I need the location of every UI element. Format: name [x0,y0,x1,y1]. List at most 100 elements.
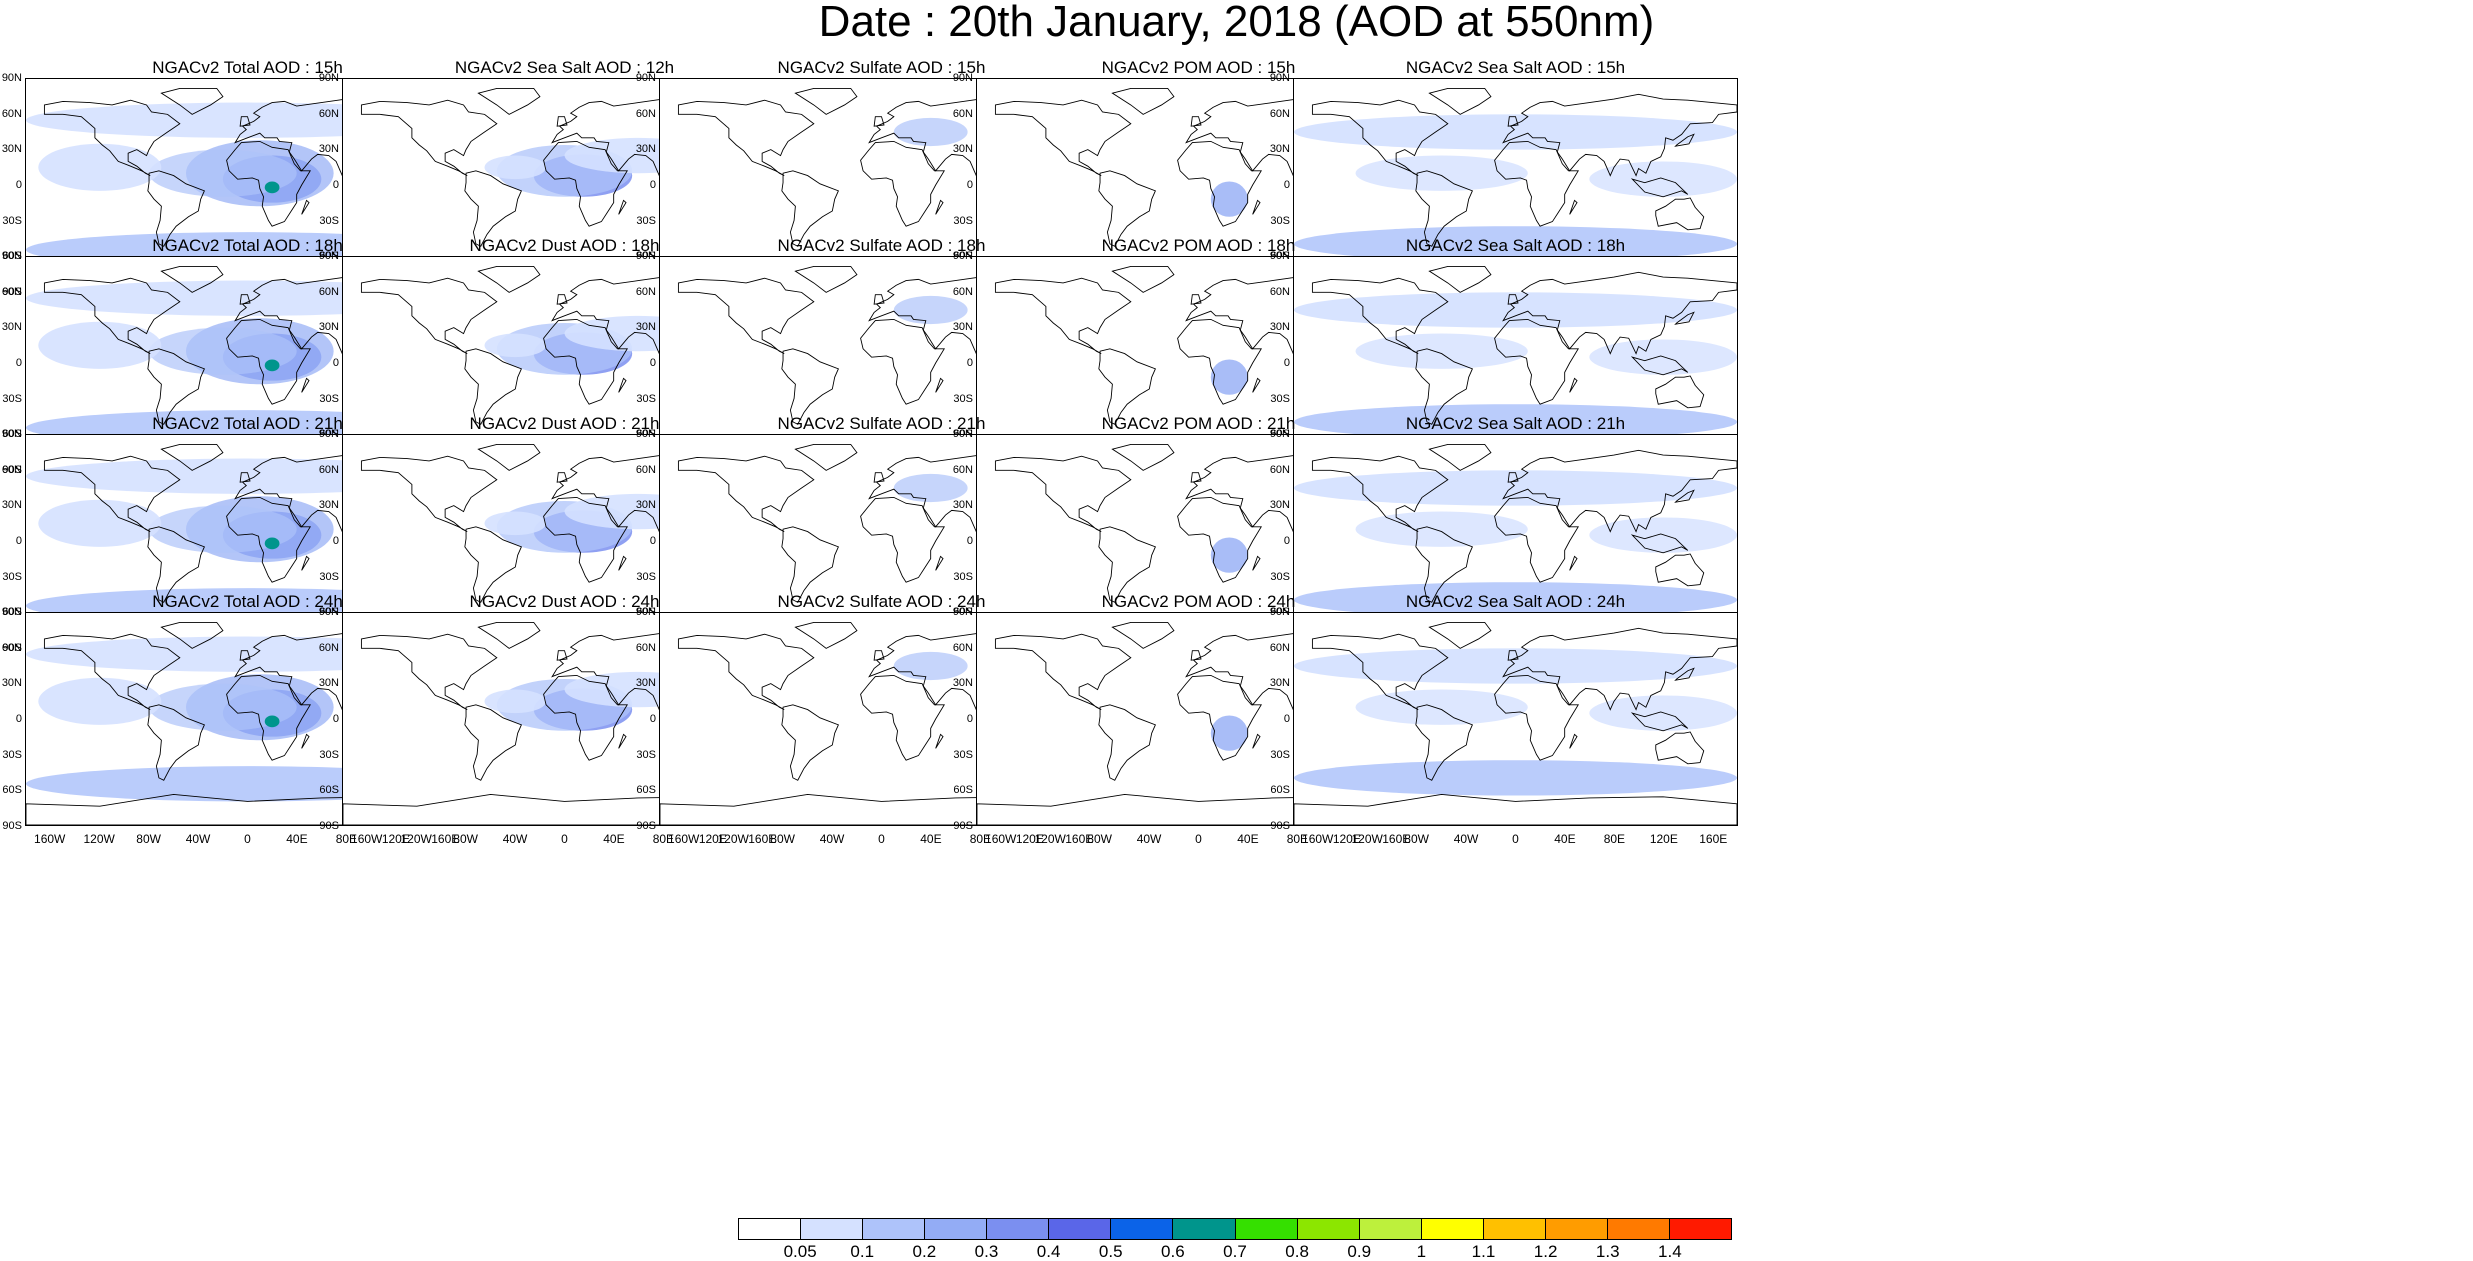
latitude-tick-label: 30S [319,392,339,405]
coastline [226,496,312,583]
coastline [543,496,629,583]
coastline [794,265,858,293]
latitude-tick-label: 0 [15,713,22,725]
coastline [239,472,251,483]
latitude-tick-label: 90N [1,72,22,84]
latitude-tick-label: 0 [966,179,973,191]
coastline [1494,674,1580,761]
coastline [239,650,251,661]
latitude-tick-label: 0 [966,713,973,725]
latitude-tick-label: 90N [1,250,22,262]
coastline [1674,667,1695,681]
colorbar-swatch [801,1219,864,1239]
latitude-tick-label: 30S [319,748,339,761]
longitude-tick-label: 40W [1136,832,1162,846]
panel-title: NGACv2 Total AOD : 21h [152,414,343,433]
latitude-tick-label: 30S [636,392,656,405]
latitude-tick-label: 90N [318,606,339,618]
latitude-tick-label: 60N [1269,285,1290,298]
longitude-tick-label: 40E [1554,832,1576,846]
coastline [301,733,310,749]
coastline [781,170,839,247]
latitude-tick-label: 90N [1,606,22,618]
coastline [1098,704,1156,781]
latitude-tick-label: 90N [635,72,656,84]
latitude-tick-label: 30N [1,321,22,334]
coastline [239,294,251,305]
latitude-tick-label: 0 [649,179,656,191]
coastline [1428,443,1492,471]
latitude-tick-label: 30N [1269,499,1290,512]
colorbar-swatch [739,1219,802,1239]
panel-title: NGACv2 Sulfate AOD : 18h [777,236,986,255]
coastline [1098,348,1156,425]
coastline [1502,271,1737,355]
latitude-tick-label: 30S [2,392,22,405]
coastline [781,704,839,781]
coastline [860,140,946,227]
colorbar-label: 1 [1416,1242,1427,1261]
panel-title: NGACv2 Dust AOD : 21h [469,414,660,433]
latitude-tick-label: 30N [952,677,973,690]
coastline [160,87,224,115]
aod-field [264,359,280,372]
latitude-tick-label: 90S [953,820,973,832]
latitude-tick-label: 30N [1269,143,1290,156]
latitude-tick-label: 90S [636,820,656,832]
colorbar-swatch [1483,1219,1546,1239]
latitude-tick-label: 0 [332,535,339,547]
aod-field [1355,511,1528,547]
panel-title: NGACv2 Dust AOD : 24h [469,592,660,611]
latitude-tick-label: 90N [635,606,656,618]
latitude-tick-label: 60N [1,107,22,120]
colorbar-swatch [1421,1219,1484,1239]
longitude-tick-label: 80E [335,832,358,846]
coastline [477,87,541,115]
coastline [618,733,627,749]
colorbar [738,1218,1732,1240]
coastline [147,704,205,781]
aod-field [1294,648,1737,684]
longitude-tick-label: 80W [136,832,161,846]
panel-title: NGACv2 Sea Salt AOD : 24h [1405,592,1626,611]
coastline [226,674,312,761]
latitude-tick-label: 60S [1270,784,1290,797]
colorbar-swatch [1235,1219,1298,1239]
latitude-tick-label: 0 [332,713,339,725]
latitude-axis: 90N 60N 30N 0 30S 60S 90S [1268,606,1290,832]
coastline [860,496,946,583]
coastline [1294,793,1737,825]
longitude-tick-label: 80E [969,832,992,846]
coastline [1630,177,1689,198]
latitude-tick-label: 0 [966,535,973,547]
coastline [1098,170,1156,247]
aod-field [38,321,162,369]
coastline [160,443,224,471]
coastline [1311,277,1449,354]
coastline [935,377,944,393]
colorbar-label: 0.8 [1285,1242,1309,1261]
colorbar-label: 0.6 [1161,1242,1185,1261]
longitude-tick-label: 0 [878,832,885,846]
latitude-tick-label: 60N [318,641,339,654]
latitude-tick-label: 90N [1269,250,1290,262]
colorbar-label: 0.1 [850,1242,875,1261]
colorbar-swatch [1669,1219,1731,1239]
coastline [860,674,946,761]
longitude-tick-label: 120E [1332,832,1361,846]
coastline [1252,199,1261,215]
latitude-tick-label: 0 [1283,535,1290,547]
longitude-tick-label: 160W [34,832,66,846]
coastline [1569,199,1578,215]
coastline [781,348,839,425]
coastline [160,265,224,293]
coastline [1502,449,1737,533]
coastline [464,526,522,603]
longitude-tick-label: 40E [603,832,625,846]
coastline [147,348,205,425]
aod-field [1355,155,1528,191]
latitude-tick-label: 90S [1270,820,1290,832]
longitude-tick-label: 0 [561,832,568,846]
coastline [43,277,181,354]
coastline [1111,87,1175,115]
